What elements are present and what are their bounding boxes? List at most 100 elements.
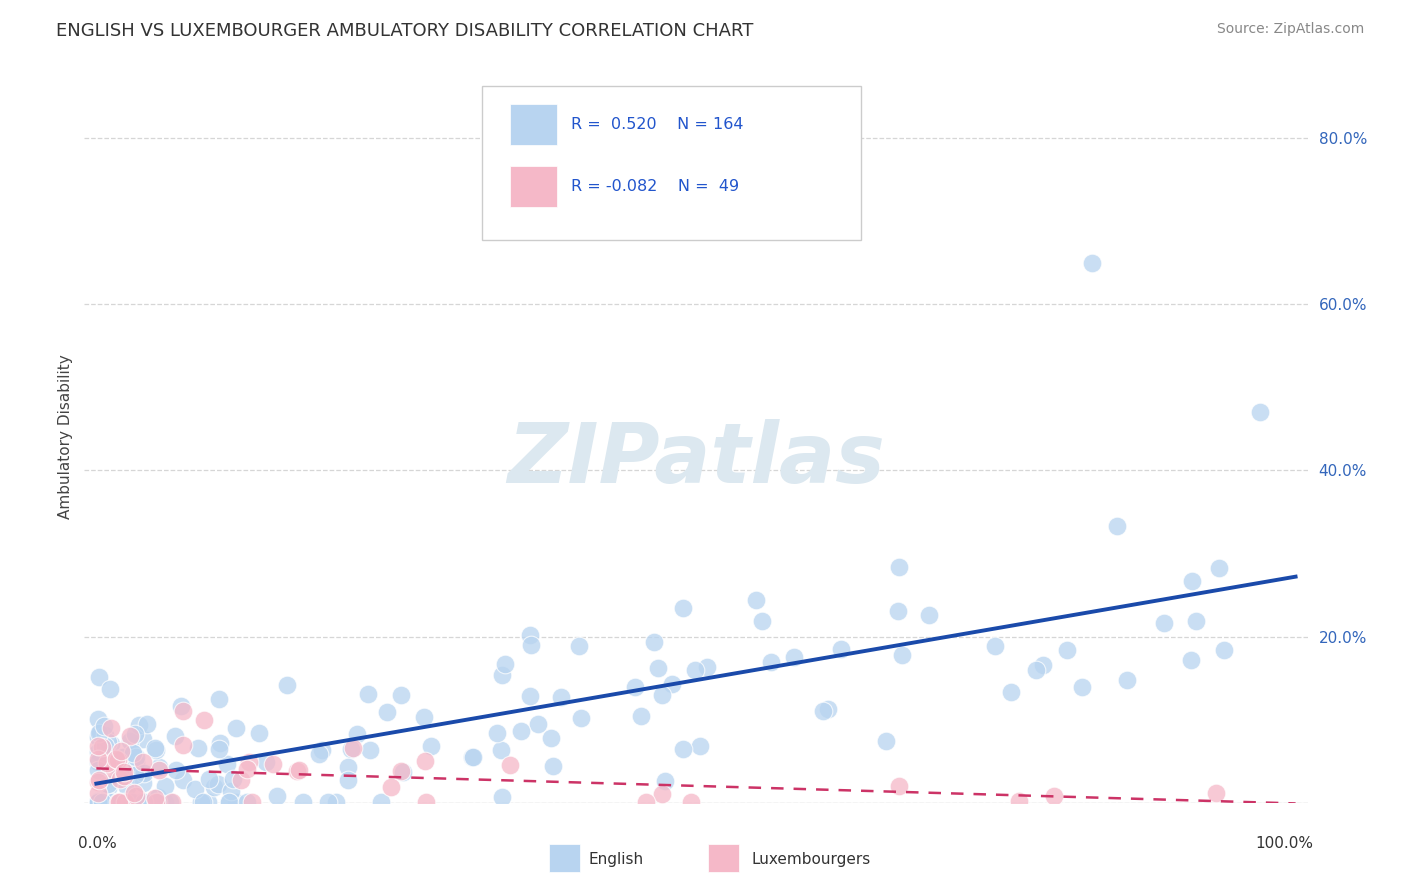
Point xyxy=(235,795,257,809)
Point xyxy=(160,795,183,809)
Point xyxy=(105,752,128,766)
Point xyxy=(222,772,245,787)
Point xyxy=(342,740,364,755)
Point xyxy=(98,681,121,696)
Point xyxy=(124,727,146,741)
Point xyxy=(143,791,166,805)
Point xyxy=(460,750,482,764)
Point xyxy=(86,731,108,745)
Point xyxy=(643,635,665,649)
Point xyxy=(107,795,129,809)
Point xyxy=(208,742,231,756)
Point xyxy=(202,780,225,794)
Text: R =  0.520    N = 164: R = 0.520 N = 164 xyxy=(571,117,744,132)
Point xyxy=(288,763,311,777)
Point xyxy=(108,772,131,786)
Point xyxy=(389,688,412,702)
Point xyxy=(90,795,112,809)
Point xyxy=(696,660,718,674)
Point xyxy=(87,773,110,788)
FancyBboxPatch shape xyxy=(550,845,579,872)
Point xyxy=(292,795,315,809)
Point xyxy=(240,795,263,809)
Point xyxy=(187,741,209,756)
Point xyxy=(285,764,308,778)
Point xyxy=(134,795,156,809)
Point xyxy=(346,727,368,741)
Point xyxy=(134,766,156,780)
Point xyxy=(117,780,139,794)
Point xyxy=(218,795,240,809)
Point xyxy=(124,768,146,782)
Point xyxy=(336,760,359,774)
Point xyxy=(198,772,221,786)
Point xyxy=(540,731,562,745)
Point xyxy=(125,750,148,764)
Point xyxy=(172,772,194,787)
Point xyxy=(146,795,169,809)
Point xyxy=(87,670,110,684)
Point xyxy=(122,746,145,760)
Point xyxy=(132,776,155,790)
Point xyxy=(782,649,804,664)
Point xyxy=(1205,786,1227,800)
Point xyxy=(218,795,240,809)
Point xyxy=(131,795,153,809)
Point xyxy=(541,759,564,773)
Point xyxy=(1043,789,1066,804)
Point xyxy=(150,795,173,809)
Point xyxy=(510,723,533,738)
Point xyxy=(86,745,108,759)
Point xyxy=(311,743,333,757)
Point xyxy=(761,655,783,669)
Point xyxy=(118,729,141,743)
Point xyxy=(108,765,131,780)
Point xyxy=(875,734,897,748)
Point xyxy=(148,789,170,804)
Point xyxy=(887,779,910,793)
Point xyxy=(1008,794,1031,808)
Point xyxy=(184,781,207,796)
Point xyxy=(225,795,247,809)
Point xyxy=(96,756,118,770)
Point xyxy=(811,705,834,719)
Point xyxy=(380,780,402,794)
Point xyxy=(165,764,187,778)
Point xyxy=(568,639,591,653)
Point xyxy=(494,657,516,672)
Point xyxy=(254,756,277,770)
Point xyxy=(661,677,683,691)
Point xyxy=(97,735,120,749)
Point xyxy=(87,712,110,726)
Point xyxy=(86,775,108,789)
Point xyxy=(86,794,108,808)
Point xyxy=(86,755,108,769)
Point xyxy=(647,661,669,675)
Point xyxy=(654,774,676,789)
Point xyxy=(1213,642,1236,657)
Point xyxy=(337,772,360,787)
Point xyxy=(148,760,170,774)
FancyBboxPatch shape xyxy=(510,167,557,207)
Point xyxy=(1180,653,1202,667)
Point xyxy=(413,754,436,768)
Point xyxy=(128,718,150,732)
Text: ENGLISH VS LUXEMBOURGER AMBULATORY DISABILITY CORRELATION CHART: ENGLISH VS LUXEMBOURGER AMBULATORY DISAB… xyxy=(56,22,754,40)
Point xyxy=(231,772,253,787)
Point xyxy=(155,779,177,793)
Point xyxy=(165,729,187,743)
Point xyxy=(1181,574,1204,588)
Point xyxy=(316,795,339,809)
Point xyxy=(190,795,212,809)
Point xyxy=(370,795,392,809)
Point xyxy=(208,692,231,706)
Point xyxy=(129,795,152,809)
Point xyxy=(122,746,145,760)
Point xyxy=(143,740,166,755)
Point xyxy=(108,795,131,809)
Point xyxy=(672,742,695,756)
Text: 0.0%: 0.0% xyxy=(79,836,117,851)
Point xyxy=(107,752,129,766)
Point xyxy=(100,795,122,809)
Point xyxy=(392,764,415,779)
